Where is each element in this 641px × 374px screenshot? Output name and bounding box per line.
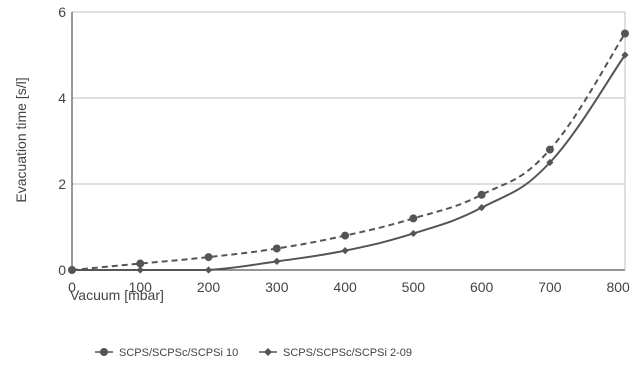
series-layer — [68, 29, 629, 274]
series-1-point-200 — [204, 253, 213, 262]
grid-layer — [72, 11, 625, 185]
series-2-point-0 — [68, 266, 76, 274]
series-1-point-400 — [341, 231, 350, 240]
legend-marker-series-2 — [264, 348, 272, 356]
y-tick-label-6: 6 — [58, 4, 66, 20]
series-2-point-500 — [409, 229, 417, 238]
legend-item-series-1: SCPS/SCPSc/SCPSi 10 — [95, 347, 238, 359]
series-2-line — [72, 54, 626, 272]
x-tick-label-100: 100 — [129, 279, 153, 295]
series-2-point-300 — [273, 257, 281, 265]
x-tick-label-300: 300 — [265, 279, 289, 295]
y-tick-label-4: 4 — [58, 90, 66, 106]
series-1-line — [71, 32, 626, 271]
series-1 — [68, 29, 629, 274]
series-1-point-700 — [545, 145, 554, 154]
axis-layer — [71, 12, 626, 271]
series-1-point-100 — [136, 259, 145, 268]
legend-label-series-1: SCPS/SCPSc/SCPSi 10 — [119, 347, 238, 359]
series-2-point-100 — [136, 266, 144, 274]
legend-label-series-2: SCPS/SCPSc/SCPSi 2-09 — [283, 347, 412, 359]
x-tick-label-800: 800 — [606, 279, 630, 295]
series-1-point-600 — [477, 190, 486, 199]
y-axis-title: Evacuation time [s/l] — [13, 77, 29, 202]
x-axis-title: Vacuum [mbar] — [70, 287, 164, 303]
series-1-point-300 — [272, 244, 281, 253]
series-2 — [68, 51, 629, 274]
x-tick-label-200: 200 — [197, 279, 221, 295]
series-2-point-400 — [341, 247, 349, 255]
legend: SCPS/SCPSc/SCPSi 10 SCPS/SCPSc/SCPSi 2-0… — [95, 347, 412, 359]
legend-marker-series-1 — [100, 348, 108, 356]
tick-label-layer: 0 2 4 6 0 100 200 300 400 500 600 700 800 — [58, 4, 630, 295]
y-tick-label-0: 0 — [58, 262, 66, 278]
x-tick-label-400: 400 — [333, 279, 357, 295]
series-2-point-200 — [204, 266, 213, 274]
series-2-point-810 — [621, 51, 629, 59]
x-tick-label-600: 600 — [470, 279, 494, 295]
y-tick-label-2: 2 — [58, 176, 66, 192]
legend-item-series-2: SCPS/SCPSc/SCPSi 2-09 — [259, 347, 412, 359]
series-1-point-500 — [409, 214, 418, 223]
series-2-point-700 — [546, 158, 554, 167]
x-tick-label-0: 0 — [68, 279, 76, 295]
series-1-point-810 — [621, 29, 629, 38]
x-tick-label-500: 500 — [402, 279, 426, 295]
series-2-point-600 — [478, 204, 486, 212]
x-tick-label-700: 700 — [538, 279, 562, 295]
